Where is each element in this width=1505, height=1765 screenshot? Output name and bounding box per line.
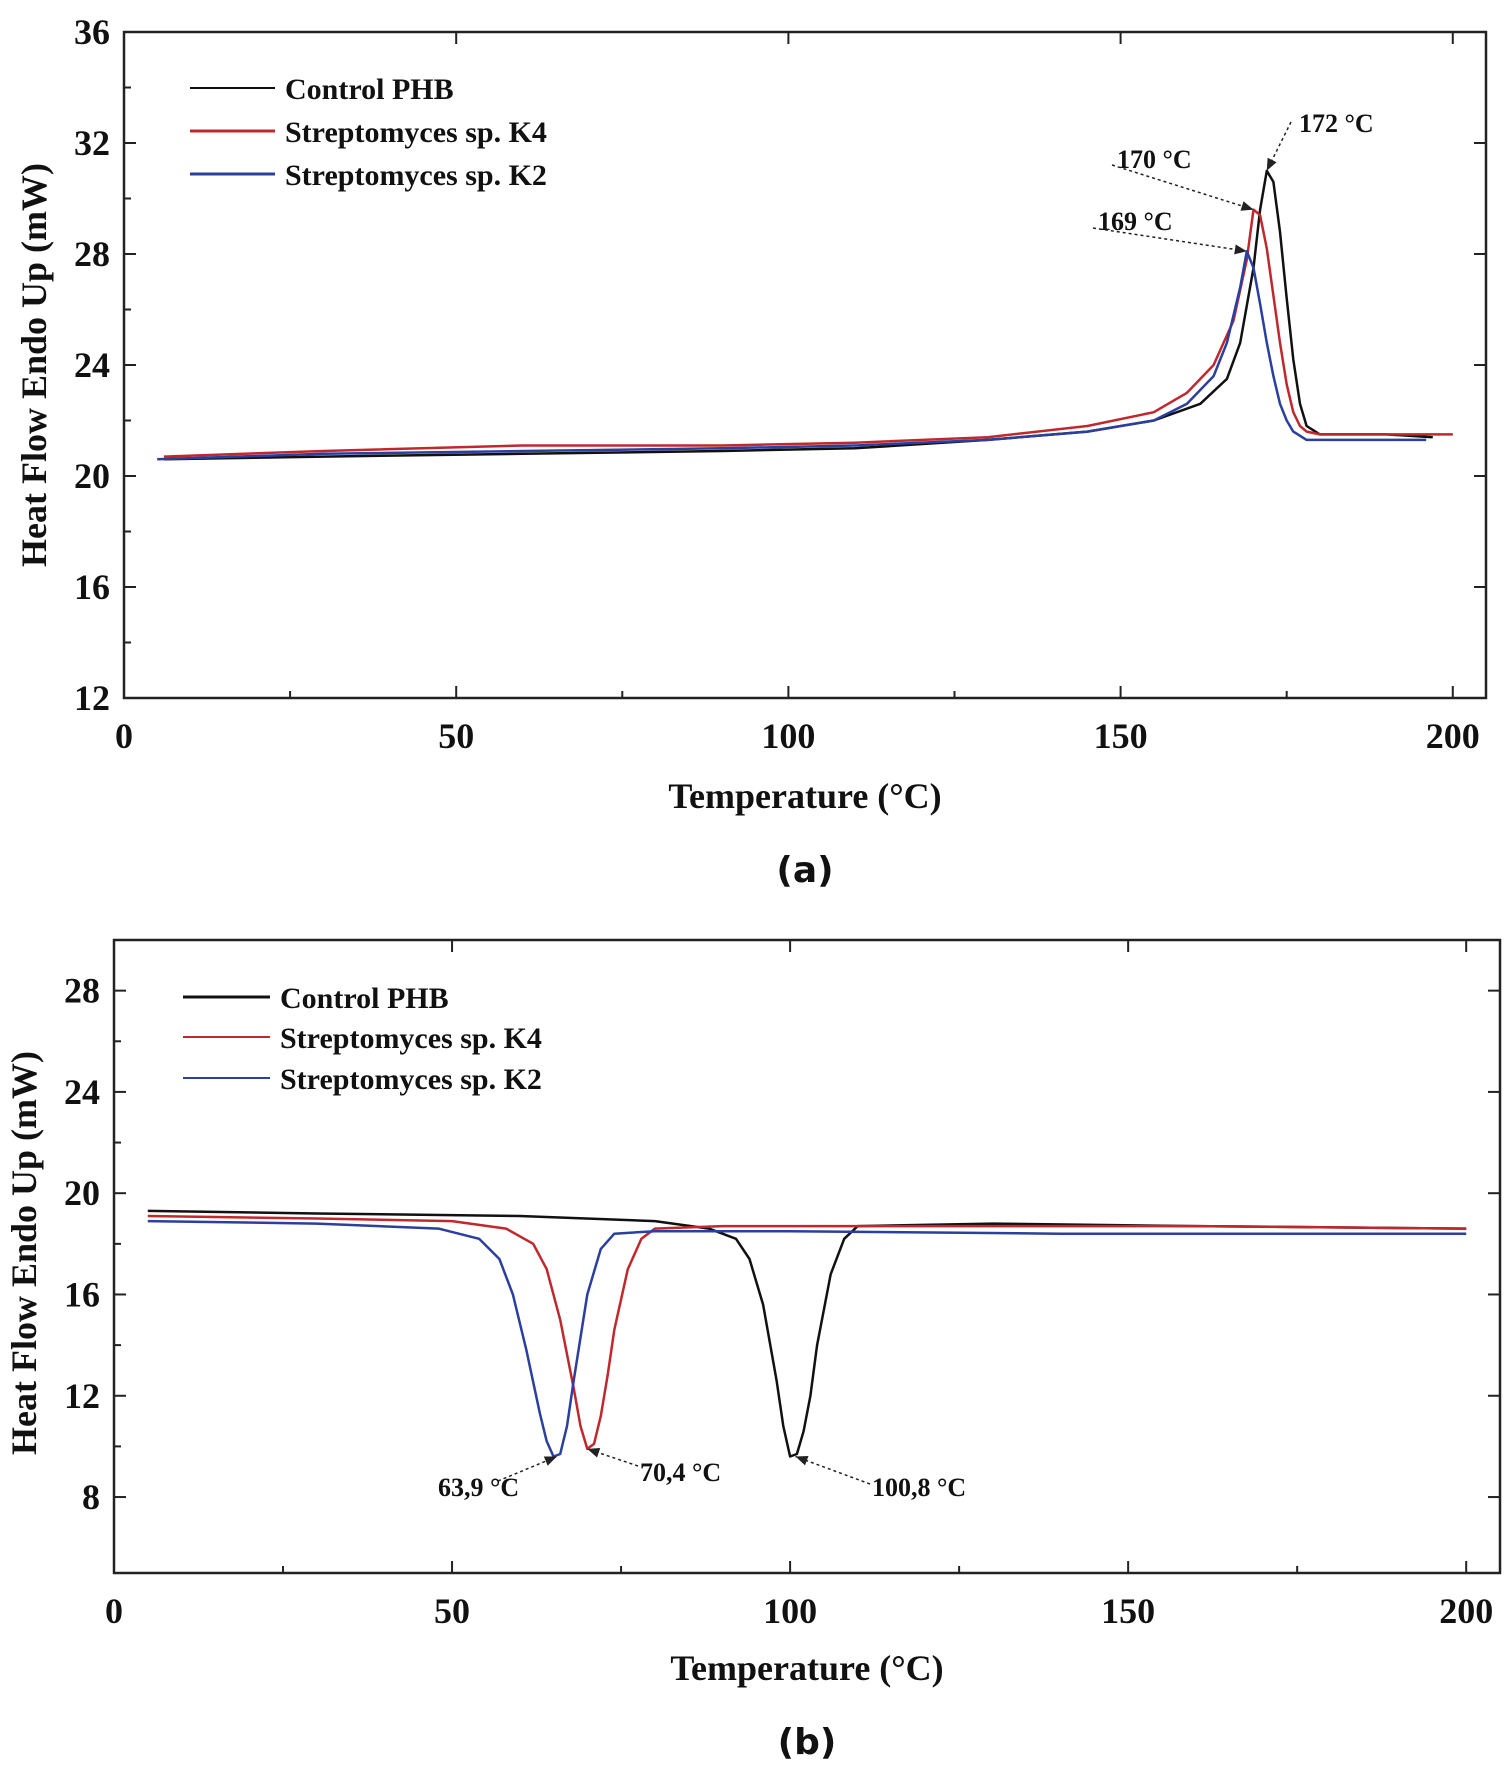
annotation-170: 170 °C	[1117, 145, 1192, 174]
x-tick-label: 200	[1439, 1591, 1493, 1631]
annotation-arrowhead	[587, 1448, 601, 1458]
panel-a-chart: 0 50 100 150 200 12 16 20 24 28 32 36 172 °C 170 °C…	[14, 12, 1488, 891]
panel-a-legend: Control PHB Streptomyces sp. K4 Streptom…	[190, 73, 547, 192]
annotation-70-4: 70,4 °C	[640, 1458, 721, 1487]
y-tick-label: 28	[64, 971, 100, 1011]
panel-b-legend: Control PHB Streptomyces sp. K4 Streptom…	[183, 982, 542, 1096]
series-line-k2	[157, 249, 1427, 461]
panel-b-y-axis-title: Heat Flow Endo Up (mW)	[4, 1051, 44, 1455]
annotation-arrow	[497, 1455, 558, 1482]
x-tick-label: 0	[115, 716, 133, 756]
annotation-arrowhead	[1240, 201, 1254, 211]
panel-a-y-axis-title: Heat Flow Endo Up (mW)	[14, 163, 54, 567]
x-tick-label: 50	[434, 1591, 470, 1631]
panel-a-ticks: 0 50 100 150 200 12 16 20 24 28 32 36	[74, 12, 1486, 756]
annotation-172: 172 °C	[1299, 109, 1374, 138]
panel-a-label: (a)	[776, 850, 833, 891]
panel-b-plot-frame	[112, 938, 1502, 1575]
annotation-arrow	[795, 1455, 871, 1485]
panel-a-x-axis-title: Temperature (°C)	[668, 776, 941, 816]
x-tick-label: 150	[1094, 716, 1148, 756]
annotation-arrowhead	[1266, 157, 1277, 171]
x-tick-label: 200	[1426, 716, 1480, 756]
annotation-100-8: 100,8 °C	[872, 1473, 966, 1502]
legend-label-control: Control PHB	[280, 982, 449, 1015]
panel-b-series	[147, 1209, 1467, 1458]
panel-a-series	[157, 169, 1453, 461]
y-tick-label: 24	[74, 345, 110, 385]
panel-b-ticks: 0 50 100 150 200 8 12 16 20 24 28	[64, 940, 1500, 1631]
x-tick-label: 50	[438, 716, 474, 756]
series-line-k4	[147, 1214, 1467, 1451]
y-tick-label: 20	[64, 1173, 100, 1213]
x-tick-label: 0	[105, 1591, 123, 1631]
y-tick-label: 24	[64, 1072, 100, 1112]
legend-label-k2: Streptomyces sp. K2	[280, 1063, 542, 1096]
series-line-control	[147, 1209, 1467, 1458]
legend-label-k2: Streptomyces sp. K2	[285, 159, 547, 192]
x-tick-label: 100	[761, 716, 815, 756]
annotation-arrowhead	[1234, 244, 1247, 255]
series-line-k4	[163, 208, 1453, 458]
annotation-arrowhead	[795, 1455, 809, 1466]
x-tick-label: 150	[1101, 1591, 1155, 1631]
annotation-arrow	[1092, 227, 1247, 252]
panel-b-annotations: 63,9 °C 70,4 °C 100,8 °C	[438, 1448, 966, 1502]
series-line-control	[163, 169, 1433, 461]
y-tick-label: 28	[74, 234, 110, 274]
y-tick-label: 32	[74, 123, 110, 163]
y-tick-label: 16	[64, 1274, 100, 1314]
panel-b-label: (b)	[778, 1722, 837, 1763]
panel-a-annotations: 172 °C 170 °C 169 °C	[1092, 109, 1374, 255]
annotation-arrow	[1111, 164, 1254, 211]
y-tick-label: 16	[74, 567, 110, 607]
annotation-63-9: 63,9 °C	[438, 1473, 519, 1502]
annotation-169: 169 °C	[1098, 207, 1173, 236]
y-tick-label: 8	[82, 1477, 100, 1517]
panel-b-chart: 0 50 100 150 200 8 12 16 20 24 28 63,9 °C 70,4 °C …	[4, 938, 1502, 1763]
legend-label-k4: Streptomyces sp. K4	[280, 1022, 542, 1055]
y-tick-label: 12	[74, 678, 110, 718]
panel-b-x-axis-title: Temperature (°C)	[670, 1648, 943, 1688]
series-line-k2	[147, 1219, 1467, 1458]
y-tick-label: 12	[64, 1376, 100, 1416]
legend-label-k4: Streptomyces sp. K4	[285, 116, 547, 149]
y-tick-label: 36	[74, 12, 110, 52]
annotation-arrowhead	[543, 1456, 557, 1466]
x-tick-label: 100	[763, 1591, 817, 1631]
legend-label-control: Control PHB	[285, 73, 454, 106]
y-tick-label: 20	[74, 456, 110, 496]
